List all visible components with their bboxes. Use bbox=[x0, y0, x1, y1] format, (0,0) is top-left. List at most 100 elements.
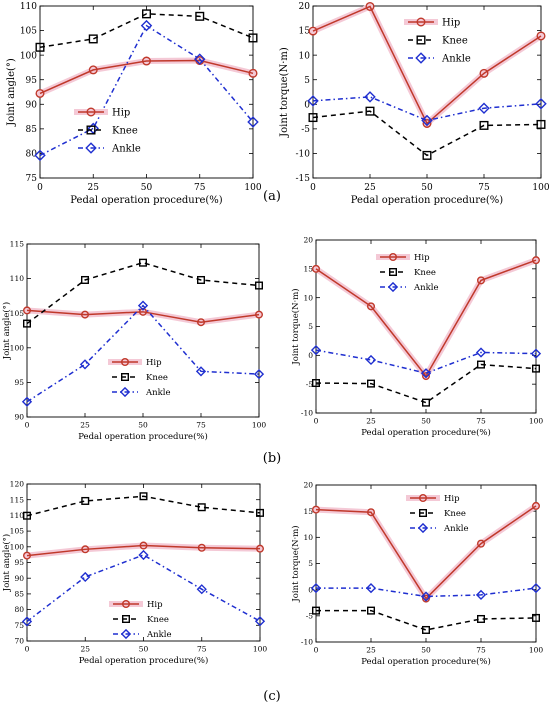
data-point bbox=[310, 345, 322, 356]
data-point bbox=[138, 307, 147, 316]
y-tick-label: -10 bbox=[301, 638, 313, 647]
series-hip bbox=[308, 1, 546, 128]
data-point bbox=[79, 359, 91, 370]
y-tick-label: 20 bbox=[299, 2, 311, 12]
legend: Hip Knee Ankle bbox=[376, 253, 439, 293]
data-point bbox=[81, 545, 90, 554]
y-tick-label: 20 bbox=[303, 481, 313, 490]
data-point bbox=[477, 276, 486, 285]
data-point bbox=[196, 318, 205, 327]
x-axis-label: Pedal operation procedure(%) bbox=[70, 195, 223, 206]
legend-marker bbox=[121, 600, 130, 609]
y-tick-label: -5 bbox=[306, 380, 314, 389]
y-tick-label: 0 bbox=[308, 585, 313, 594]
data-point bbox=[532, 501, 541, 510]
data-point bbox=[23, 306, 32, 315]
series-line bbox=[39, 24, 254, 157]
x-axis-label: Pedal operation procedure(%) bbox=[79, 655, 209, 666]
series-hip bbox=[35, 56, 258, 98]
series-line bbox=[39, 59, 254, 95]
y-tick-label: 10 bbox=[303, 293, 313, 302]
data-point bbox=[35, 42, 45, 52]
panel-label-b: (b) bbox=[263, 451, 281, 466]
y-tick-label: 0 bbox=[308, 351, 313, 360]
legend-marker bbox=[86, 125, 96, 135]
data-point bbox=[420, 591, 432, 602]
y-tick-label: 95 bbox=[26, 76, 38, 86]
legend: Hip Knee Ankle bbox=[404, 18, 471, 65]
data-point bbox=[35, 88, 45, 98]
y-tick-label: 95 bbox=[14, 378, 24, 387]
panel-label-c: (c) bbox=[263, 689, 280, 704]
data-point bbox=[475, 589, 487, 601]
chart-6: -10 -5 0 5 10 15 20 0 25 50 75 100 Pedal operation p… bbox=[290, 481, 543, 667]
y-tick-label: 110 bbox=[10, 511, 25, 520]
y-tick-label: 85 bbox=[26, 125, 38, 135]
data-point bbox=[256, 508, 265, 517]
data-point bbox=[197, 503, 206, 512]
y-tick-label: 75 bbox=[26, 174, 38, 184]
data-point bbox=[367, 606, 376, 615]
data-point bbox=[195, 366, 207, 377]
data-point bbox=[535, 98, 547, 110]
series-line bbox=[315, 349, 537, 374]
series-hip bbox=[312, 501, 541, 603]
data-point bbox=[420, 368, 432, 379]
data-point bbox=[81, 496, 90, 505]
data-point bbox=[88, 34, 98, 44]
y-tick-label: 90 bbox=[14, 413, 24, 422]
y-axis-label: Joint torque(N·m) bbox=[279, 47, 290, 138]
legend-entry: Hip bbox=[444, 494, 460, 504]
series-ankle bbox=[34, 19, 259, 162]
data-point bbox=[254, 310, 263, 319]
y-tick-label: 95 bbox=[14, 558, 24, 567]
y-tick-label: 15 bbox=[303, 264, 313, 273]
x-axis-label: Pedal operation procedure(%) bbox=[361, 427, 491, 438]
data-point bbox=[248, 68, 258, 78]
series-knee bbox=[308, 106, 546, 160]
legend-entry: Knee bbox=[112, 126, 138, 137]
x-axis-label: Pedal operation procedure(%) bbox=[78, 431, 208, 442]
series-hip bbox=[23, 541, 265, 560]
y-tick-label: 85 bbox=[14, 590, 24, 599]
legend-entry: Ankle bbox=[111, 144, 141, 155]
y-tick-label: 70 bbox=[14, 637, 24, 646]
y-tick-label: 0 bbox=[304, 100, 310, 110]
data-point bbox=[479, 68, 489, 78]
x-tick-label: 75 bbox=[197, 645, 207, 654]
y-tick-label: 100 bbox=[20, 51, 37, 61]
plot-frame bbox=[26, 483, 261, 642]
series-ankle bbox=[310, 345, 542, 379]
data-point bbox=[367, 508, 376, 517]
y-tick-label: 100 bbox=[10, 542, 25, 551]
series-line bbox=[26, 495, 261, 517]
series-ankle bbox=[310, 582, 542, 602]
series-hip bbox=[312, 256, 541, 381]
data-point bbox=[23, 551, 32, 560]
data-point bbox=[248, 33, 258, 43]
x-tick-label: 100 bbox=[253, 645, 268, 654]
data-point bbox=[312, 264, 321, 273]
legend-entry: Ankle bbox=[443, 524, 469, 534]
series-line bbox=[315, 505, 537, 600]
data-point bbox=[365, 1, 375, 11]
hip-highlight-band bbox=[313, 502, 539, 602]
x-tick-label: 50 bbox=[138, 421, 148, 430]
series-line bbox=[26, 309, 260, 323]
x-tick-label: 100 bbox=[532, 183, 549, 193]
data-point bbox=[312, 505, 321, 514]
legend-entry: Ankle bbox=[413, 283, 439, 293]
data-point bbox=[532, 256, 541, 265]
legend-entry: Knee bbox=[147, 615, 169, 625]
y-tick-label: 15 bbox=[303, 507, 313, 516]
data-point bbox=[422, 118, 432, 128]
data-point bbox=[422, 594, 431, 603]
series-line bbox=[312, 110, 542, 157]
series-ankle bbox=[21, 300, 265, 407]
chart-2: -15 -10 -5 0 5 10 15 20 0 25 50 75 100 Pedal operatio… bbox=[279, 1, 550, 206]
legend: Hip Knee Ankle bbox=[74, 107, 141, 155]
data-point bbox=[312, 379, 321, 388]
legend: Hip Knee Ankle bbox=[406, 494, 469, 534]
data-point bbox=[34, 149, 46, 162]
